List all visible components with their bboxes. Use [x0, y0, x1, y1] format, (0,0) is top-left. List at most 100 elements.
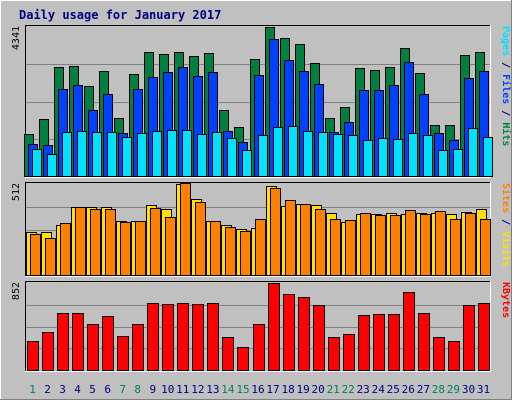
bar-pages-day-28	[438, 150, 448, 177]
bar-kbytes-day-18	[283, 294, 295, 371]
bar-kbytes-day-20	[313, 305, 325, 371]
bar-pages-day-27	[423, 135, 433, 177]
x-tick-day-8: 8	[134, 383, 141, 396]
bar-pages-day-13	[212, 132, 222, 177]
bar-sites-day-31	[480, 219, 491, 276]
axis-label-part: Visits	[500, 231, 512, 267]
bar-kbytes-day-29	[448, 341, 460, 371]
panel-kbytes: 852 KBytes	[11, 281, 511, 372]
bar-sites-day-17	[270, 188, 281, 276]
chart-title: Daily usage for January 2017	[19, 8, 221, 22]
x-tick-day-27: 27	[417, 383, 430, 396]
x-tick-day-29: 29	[447, 383, 460, 396]
bar-kbytes-day-4	[72, 313, 84, 371]
bar-kbytes-day-16	[253, 324, 265, 371]
x-tick-day-4: 4	[74, 383, 81, 396]
bar-sites-day-21	[330, 219, 341, 276]
bar-kbytes-day-23	[358, 315, 370, 371]
bar-sites-day-22	[345, 220, 356, 276]
bar-pages-day-22	[348, 135, 358, 177]
axis-label-part: KBytes	[500, 282, 511, 318]
bar-sites-day-2	[45, 238, 56, 276]
x-tick-day-7: 7	[119, 383, 126, 396]
bar-sites-day-25	[390, 215, 401, 276]
bar-kbytes-day-21	[328, 337, 340, 371]
chart-panels: 4341 Pages / Files / Hits 512 Sites / Visit…	[11, 25, 512, 372]
x-tick-day-3: 3	[59, 383, 66, 396]
bar-pages-day-16	[258, 135, 268, 177]
x-tick-day-19: 19	[296, 383, 309, 396]
bar-pages-day-3	[62, 132, 72, 177]
x-tick-day-16: 16	[251, 383, 264, 396]
x-tick-day-5: 5	[89, 383, 96, 396]
bar-pages-day-26	[408, 133, 418, 177]
y-max-label: 4341	[11, 26, 22, 50]
bar-pages-day-23	[363, 140, 373, 177]
x-tick-day-31: 31	[477, 383, 490, 396]
bar-sites-day-7	[120, 222, 131, 276]
x-tick-day-30: 30	[462, 383, 475, 396]
x-tick-day-24: 24	[372, 383, 386, 396]
bar-sites-day-12	[195, 202, 206, 276]
series-sites	[30, 183, 491, 276]
bar-sites-day-14	[225, 227, 236, 276]
axis-label: Sites / Visits	[500, 183, 512, 267]
bar-pages-day-18	[288, 126, 298, 177]
bar-sites-day-26	[405, 210, 416, 276]
bar-kbytes-day-2	[42, 332, 54, 371]
axis-label-part: Files	[500, 74, 512, 104]
x-tick-day-12: 12	[191, 383, 204, 396]
x-tick-day-25: 25	[387, 383, 400, 396]
panel-visits-sites: 512 Sites / Visits	[11, 182, 512, 277]
axis-label-part: /	[500, 104, 511, 122]
x-tick-day-2: 2	[44, 383, 51, 396]
x-tick-day-14: 14	[221, 383, 235, 396]
bar-kbytes-day-8	[132, 324, 144, 371]
bar-pages-day-2	[47, 154, 57, 177]
x-tick-day-1: 1	[29, 383, 36, 396]
bar-kbytes-day-31	[478, 303, 490, 371]
axis-label-part: Hits	[500, 122, 512, 146]
bar-kbytes-day-9	[147, 303, 159, 371]
bar-kbytes-day-30	[463, 305, 475, 371]
bar-sites-day-10	[165, 217, 176, 276]
series-pages	[32, 126, 493, 177]
series-kbytes	[27, 283, 490, 371]
bar-pages-day-21	[333, 134, 343, 177]
bar-kbytes-day-26	[403, 292, 415, 371]
bar-kbytes-day-7	[117, 336, 129, 371]
x-tick-day-18: 18	[281, 383, 294, 396]
bar-sites-day-15	[240, 231, 251, 276]
bar-pages-day-20	[318, 132, 328, 177]
axis-label-part: /	[500, 56, 511, 74]
bar-pages-day-29	[453, 149, 463, 177]
bar-pages-day-6	[107, 132, 117, 177]
bar-pages-day-12	[197, 134, 207, 177]
bar-kbytes-day-28	[433, 337, 445, 371]
bar-sites-day-24	[375, 215, 386, 276]
bar-sites-day-20	[315, 209, 326, 276]
bar-sites-day-8	[135, 221, 146, 276]
x-tick-day-13: 13	[206, 383, 219, 396]
bar-kbytes-day-14	[222, 337, 234, 371]
axis-label-part: /	[500, 213, 511, 231]
bar-kbytes-day-19	[298, 297, 310, 371]
bar-kbytes-day-5	[87, 324, 99, 371]
bar-pages-day-19	[303, 131, 313, 177]
bar-pages-day-15	[242, 150, 252, 177]
bar-kbytes-day-6	[102, 316, 114, 371]
y-max-label: 512	[11, 183, 22, 201]
bar-pages-day-7	[122, 137, 132, 177]
bar-sites-day-6	[105, 209, 116, 276]
bar-sites-day-18	[285, 200, 296, 276]
bar-sites-day-9	[150, 208, 161, 276]
bar-kbytes-day-1	[27, 341, 39, 371]
bar-sites-day-29	[450, 219, 461, 276]
y-max-label: 852	[11, 282, 22, 300]
bar-sites-day-23	[360, 213, 371, 276]
bar-pages-day-31	[483, 137, 493, 177]
bar-kbytes-day-25	[388, 314, 400, 371]
bar-kbytes-day-3	[57, 313, 69, 371]
bar-sites-day-3	[60, 223, 71, 276]
